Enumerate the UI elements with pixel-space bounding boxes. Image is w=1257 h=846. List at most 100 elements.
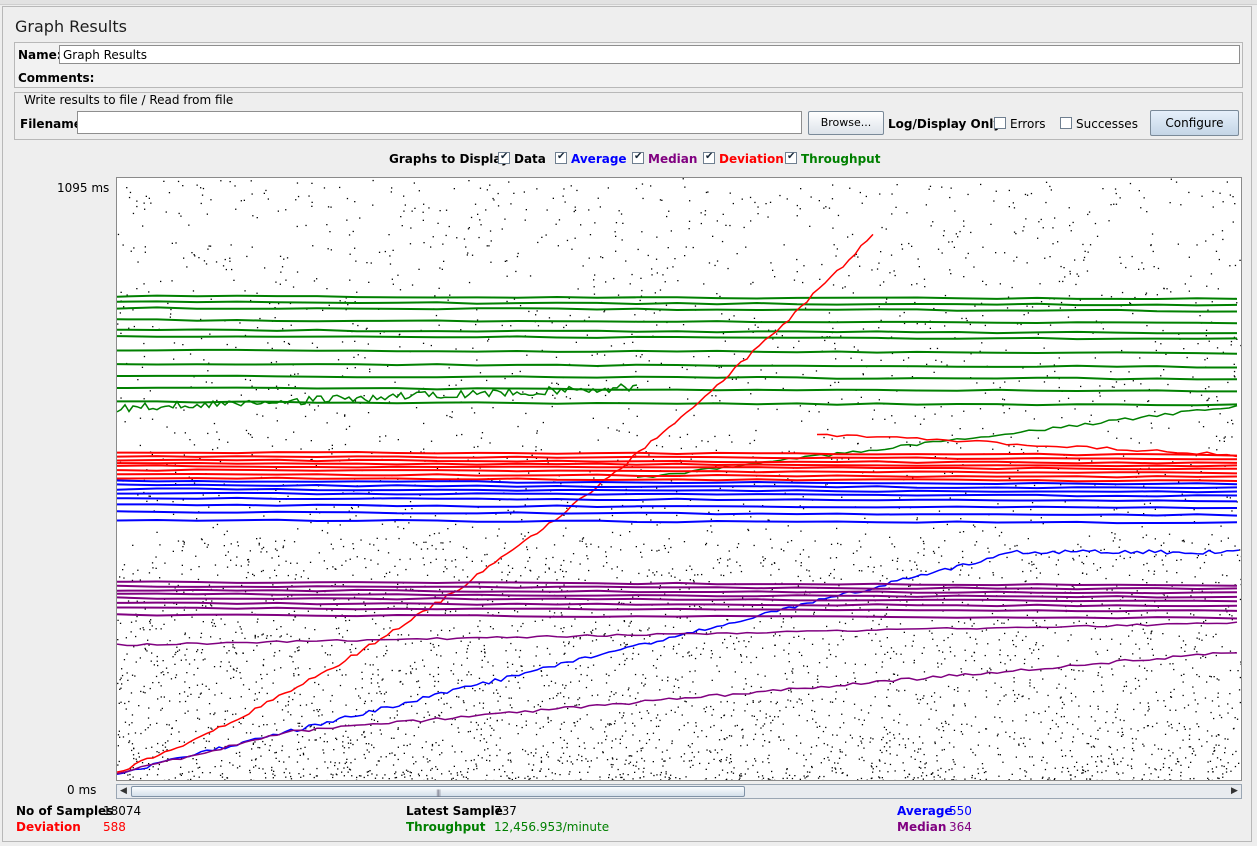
data-point (502, 765, 504, 767)
data-point (907, 776, 909, 778)
data-point (1021, 559, 1023, 561)
data-point (976, 585, 978, 587)
data-point (904, 777, 907, 779)
data-point (667, 247, 669, 249)
data-point (736, 253, 738, 255)
data-point (213, 747, 216, 749)
data-point (500, 775, 502, 777)
deviation-checkbox[interactable] (703, 151, 715, 164)
data-point (730, 761, 732, 763)
data-point (906, 212, 908, 214)
data-point (438, 287, 440, 289)
data-point (221, 773, 224, 775)
data-point (391, 752, 393, 754)
average-checkbox[interactable] (555, 151, 567, 164)
data-point (596, 353, 598, 355)
data-point (170, 678, 173, 680)
successes-checkbox[interactable] (1060, 117, 1072, 129)
data-point (1004, 663, 1006, 665)
data-point (729, 635, 732, 637)
data-point (363, 601, 365, 603)
browse-button[interactable]: Browse... (808, 111, 884, 135)
data-point (574, 704, 576, 707)
filename-input[interactable] (77, 111, 802, 134)
data-point (564, 201, 566, 203)
data-point (1136, 470, 1138, 472)
data-point (872, 418, 874, 420)
comments-input[interactable] (85, 68, 1240, 86)
data-point (138, 756, 140, 758)
data-point (528, 778, 530, 780)
data-point (917, 777, 919, 779)
data-point (535, 446, 537, 448)
data-point (1188, 256, 1190, 258)
data-point (808, 693, 810, 695)
data-point (828, 759, 830, 761)
data-point (506, 661, 509, 664)
data-point (826, 744, 829, 746)
data-point (839, 749, 841, 751)
data-point (168, 192, 171, 194)
data-point (397, 574, 399, 576)
data-point (772, 269, 774, 271)
data-point (256, 645, 258, 647)
data-point (870, 447, 872, 449)
data-point (163, 623, 165, 625)
data-point (1020, 448, 1023, 451)
data-point (160, 709, 162, 711)
median-checkbox[interactable] (632, 151, 644, 164)
data-point (1089, 420, 1091, 423)
data-point (1026, 262, 1028, 264)
configure-button[interactable]: Configure (1150, 110, 1239, 136)
errors-checkbox[interactable] (994, 117, 1006, 129)
data-point (126, 187, 128, 189)
data-point (719, 400, 721, 402)
data-point (317, 405, 319, 407)
data-point (345, 309, 347, 311)
data-point (174, 619, 176, 621)
data-point (872, 771, 874, 773)
data-point (315, 775, 318, 777)
data-point (793, 346, 795, 349)
data-point (1150, 244, 1152, 247)
data-point (137, 752, 140, 754)
name-input[interactable]: Graph Results (59, 45, 1240, 64)
data-point (1225, 768, 1228, 770)
data-point (1013, 260, 1015, 262)
data-option-label: Data (514, 152, 546, 166)
data-point (1137, 730, 1139, 732)
data-point (1013, 231, 1016, 233)
data-point (364, 700, 366, 702)
data-point (551, 322, 553, 324)
data-point (251, 454, 253, 456)
data-point (1122, 757, 1124, 759)
data-point (560, 483, 562, 485)
data-point (899, 713, 901, 716)
data-point (311, 458, 313, 461)
data-point (951, 768, 953, 770)
data-checkbox[interactable] (498, 151, 510, 164)
data-point (533, 665, 535, 667)
data-point (896, 596, 898, 599)
data-point (886, 651, 889, 653)
data-point (963, 410, 965, 412)
data-point (641, 556, 643, 558)
data-point (1092, 622, 1095, 624)
data-point (377, 669, 379, 671)
data-point (439, 210, 441, 212)
throughput-checkbox[interactable] (785, 151, 797, 164)
data-point (508, 595, 510, 598)
data-point (557, 759, 559, 761)
data-point (767, 778, 769, 780)
data-point (525, 488, 527, 490)
data-point (286, 257, 289, 259)
data-point (934, 413, 936, 415)
data-point (967, 252, 969, 255)
data-point (417, 693, 419, 696)
data-point (931, 695, 933, 697)
data-point (629, 695, 631, 697)
data-point (233, 647, 236, 649)
data-point (713, 758, 715, 760)
data-point (327, 654, 329, 656)
data-point (200, 538, 203, 540)
